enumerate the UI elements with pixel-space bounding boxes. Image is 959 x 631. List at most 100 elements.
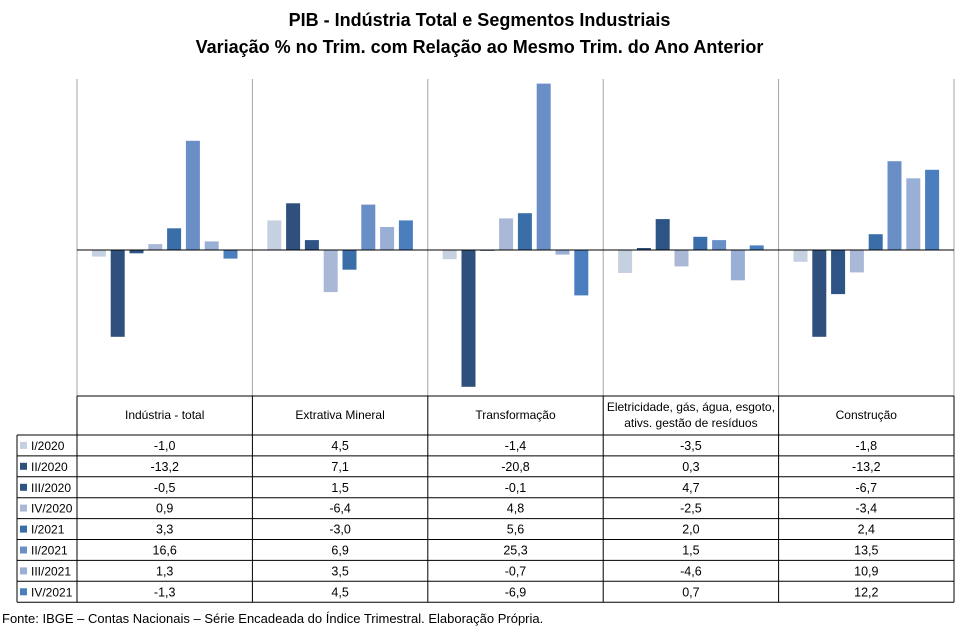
bar <box>361 204 376 250</box>
bar <box>148 244 163 250</box>
bar <box>380 227 395 250</box>
data-label: -1,0 <box>154 439 176 453</box>
legend-key <box>20 441 27 449</box>
legend-key <box>20 483 27 491</box>
bar <box>286 203 301 250</box>
legend-key <box>20 504 27 512</box>
bar <box>887 161 902 250</box>
category-label: Construção <box>836 408 898 422</box>
bar <box>849 250 864 273</box>
chart-subtitle: Variação % no Trim. com Relação ao Mesmo… <box>195 37 764 57</box>
data-label: 10,9 <box>854 564 878 578</box>
legend-key <box>20 546 27 554</box>
bar <box>812 250 827 337</box>
data-label: 12,2 <box>854 585 878 599</box>
legend-key <box>20 567 27 575</box>
bar <box>110 250 125 337</box>
data-label: 3,5 <box>331 564 348 578</box>
chart-title: PIB - Indústria Total e Segmentos Indust… <box>288 10 671 30</box>
data-label: 1,5 <box>682 543 699 557</box>
data-label: -0,5 <box>154 481 176 495</box>
legend-key <box>20 588 27 596</box>
data-label: -20,8 <box>501 460 530 474</box>
bar <box>693 236 708 250</box>
category-label: Extrativa Mineral <box>295 408 384 422</box>
bar <box>555 250 570 255</box>
data-label: -6,7 <box>856 481 878 495</box>
data-label: -6,9 <box>505 585 527 599</box>
bar <box>906 178 921 250</box>
data-label: 3,3 <box>156 523 173 537</box>
bar <box>574 250 589 296</box>
data-label: -3,5 <box>680 439 702 453</box>
bar <box>304 240 319 250</box>
legend-label: IV/2020 <box>31 502 73 516</box>
data-label: 4,5 <box>331 439 348 453</box>
data-label: -3,4 <box>856 502 878 516</box>
legend-label: II/2021 <box>31 543 68 557</box>
bar <box>730 250 745 281</box>
data-label: -1,8 <box>856 439 878 453</box>
bar <box>167 228 182 250</box>
data-label: 7,1 <box>331 460 348 474</box>
bar <box>712 240 727 250</box>
data-label: 0,9 <box>156 502 173 516</box>
data-label: 0,3 <box>682 460 699 474</box>
bar <box>267 220 282 250</box>
data-label: -13,2 <box>852 460 881 474</box>
bar <box>223 250 238 259</box>
category-label: Eletricidade, gás, água, esgoto, <box>607 400 775 414</box>
bar <box>655 219 670 250</box>
data-label: -0,7 <box>505 564 527 578</box>
data-label: -2,5 <box>680 502 702 516</box>
bar <box>129 250 144 254</box>
bar <box>793 250 808 262</box>
data-label: 6,9 <box>331 543 348 557</box>
data-label: 25,3 <box>503 543 527 557</box>
legend-key <box>20 525 27 533</box>
bar <box>342 250 357 270</box>
category-label: ativs. gestão de resíduos <box>624 416 757 430</box>
legend-label: III/2021 <box>31 564 71 578</box>
category-label: Transformação <box>475 408 556 422</box>
data-label: -1,3 <box>154 585 176 599</box>
bar <box>398 220 413 250</box>
data-label: 16,6 <box>153 543 177 557</box>
data-label: -6,4 <box>329 502 351 516</box>
bar <box>636 248 651 250</box>
bar <box>674 250 689 267</box>
data-label: 4,7 <box>682 481 699 495</box>
bar <box>323 250 338 293</box>
bar <box>925 169 940 250</box>
bar <box>868 234 883 250</box>
bar <box>499 218 514 250</box>
data-label: 5,6 <box>507 523 524 537</box>
data-label: 2,4 <box>858 523 875 537</box>
bar <box>204 241 219 250</box>
legend-label: II/2020 <box>31 460 68 474</box>
category-label: Indústria - total <box>125 408 204 422</box>
data-label: 1,5 <box>331 481 348 495</box>
bar <box>461 250 476 387</box>
bar <box>831 250 846 295</box>
data-label: -0,1 <box>505 481 527 495</box>
bar <box>442 250 457 260</box>
legend-label: III/2020 <box>31 481 71 495</box>
bar <box>517 213 532 250</box>
source-note: Fonte: IBGE – Contas Nacionais – Série E… <box>2 611 544 626</box>
data-label: -13,2 <box>150 460 179 474</box>
data-label: 1,3 <box>156 564 173 578</box>
data-label: 13,5 <box>854 543 878 557</box>
data-label: -4,6 <box>680 564 702 578</box>
bar <box>749 245 764 250</box>
bar <box>91 250 106 257</box>
data-label: 4,8 <box>507 502 524 516</box>
legend-label: I/2020 <box>31 439 65 453</box>
legend-label: IV/2021 <box>31 585 73 599</box>
data-label: 4,5 <box>331 585 348 599</box>
bar <box>185 140 200 250</box>
data-label: -1,4 <box>505 439 527 453</box>
legend-label: I/2021 <box>31 523 65 537</box>
data-label: 2,0 <box>682 523 699 537</box>
